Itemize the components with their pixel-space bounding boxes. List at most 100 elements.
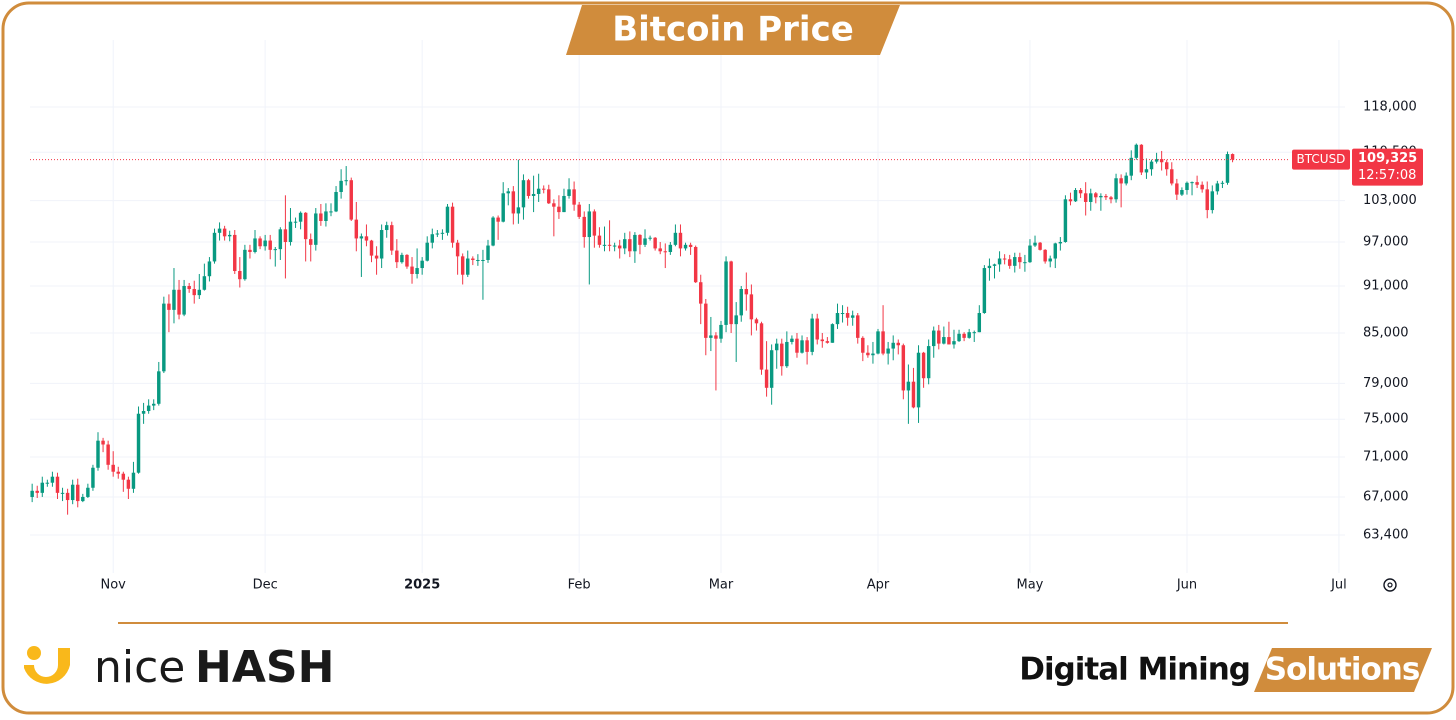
candle-body <box>329 211 333 213</box>
candle-body <box>1215 183 1220 192</box>
candle-body <box>977 313 982 333</box>
candle-body <box>577 204 581 217</box>
candle-body <box>167 303 171 310</box>
candle-body <box>850 315 855 318</box>
candle-body <box>800 340 804 353</box>
candle-body <box>567 189 571 196</box>
candle-body <box>70 484 75 501</box>
symbol-tag <box>1292 149 1350 170</box>
chart-title: Bitcoin Price <box>612 10 854 50</box>
settings-gear[interactable] <box>1383 578 1397 592</box>
candle-body <box>354 219 359 239</box>
candle-body <box>243 249 247 280</box>
candle-body <box>876 331 880 354</box>
y-tick-label: 91,000 <box>1363 278 1409 293</box>
candle-body <box>856 315 860 338</box>
candle-body <box>496 217 500 222</box>
candle-body <box>445 206 450 233</box>
candle-body <box>35 490 39 493</box>
candle-body <box>1028 245 1032 263</box>
candle-body <box>364 236 369 241</box>
candle-body <box>182 285 186 315</box>
candle-body <box>1144 169 1149 173</box>
candle-body <box>552 203 556 207</box>
candle-body <box>947 337 951 345</box>
candle-body <box>1164 162 1169 170</box>
candle-body <box>40 482 45 493</box>
candle-body <box>217 228 222 233</box>
candle-body <box>536 188 541 194</box>
candle-body <box>714 335 718 339</box>
candle-body <box>197 289 202 296</box>
candle-body <box>136 413 141 473</box>
candle-body <box>1159 159 1164 163</box>
candle-body <box>481 259 485 261</box>
candle-body <box>1114 178 1118 200</box>
candle-body <box>202 276 207 290</box>
price-value-label: 109,325 <box>1358 151 1417 166</box>
candle-body <box>65 492 70 501</box>
candle-body <box>1185 182 1189 191</box>
candle-body <box>435 233 440 235</box>
candle-body <box>845 313 850 318</box>
nicehash-logo: nice HASH <box>24 642 334 693</box>
settings-icon[interactable] <box>1383 578 1397 592</box>
candle-body <box>30 490 34 497</box>
candle-body <box>709 335 713 338</box>
candle-body <box>724 261 728 325</box>
candle-body <box>162 303 166 372</box>
candle-body <box>587 211 592 238</box>
candle-body <box>1058 241 1063 244</box>
candle-body <box>455 242 460 257</box>
candle-body <box>1109 197 1113 200</box>
candle-body <box>638 234 642 245</box>
candle-body <box>653 237 657 249</box>
logo-mark <box>24 648 70 684</box>
candle-body <box>460 256 465 275</box>
candle-body <box>212 232 217 262</box>
y-tick-label: 71,000 <box>1363 449 1409 464</box>
candle-body <box>1073 190 1078 202</box>
x-tick-label: Jul <box>1330 578 1347 593</box>
candle-body <box>374 255 379 259</box>
candle-body <box>972 332 976 334</box>
candle-body <box>683 244 688 249</box>
y-tick-label: 85,000 <box>1363 325 1409 340</box>
candle-body <box>1225 154 1230 183</box>
x-tick-label: Nov <box>101 578 127 593</box>
candle-body <box>1149 161 1154 170</box>
candle-body <box>957 333 961 342</box>
candle-body <box>744 289 749 295</box>
candle-body <box>526 180 531 196</box>
candle-body <box>415 268 419 274</box>
candle-body <box>1033 242 1037 246</box>
candle-body <box>547 189 551 204</box>
candle-body <box>81 496 85 502</box>
candle-body <box>450 206 455 243</box>
candle-body <box>1154 159 1159 162</box>
candle-body <box>937 330 941 344</box>
candle-body <box>825 341 830 343</box>
candle-body <box>440 232 445 234</box>
candle-body <box>390 225 394 251</box>
candle-body <box>1195 182 1199 185</box>
candle-body <box>283 229 288 242</box>
candle-body <box>992 264 997 266</box>
brand-digital-mining: Digital Mining <box>1019 652 1250 688</box>
candle-body <box>172 289 176 310</box>
logo-dot <box>27 646 41 660</box>
candle-body <box>759 323 764 370</box>
candle-body <box>967 332 971 338</box>
candle-body <box>1053 243 1058 259</box>
candle-body <box>491 217 495 246</box>
candle-body <box>400 254 404 263</box>
candle-body <box>628 239 632 252</box>
candle-body <box>592 211 597 236</box>
candle-body <box>45 482 50 484</box>
candle-body <box>754 319 759 324</box>
candle-body <box>774 343 779 351</box>
candle-body <box>1139 144 1144 173</box>
candle-body <box>688 244 693 247</box>
candle-body <box>1002 258 1007 260</box>
settings-center[interactable] <box>1387 582 1393 588</box>
